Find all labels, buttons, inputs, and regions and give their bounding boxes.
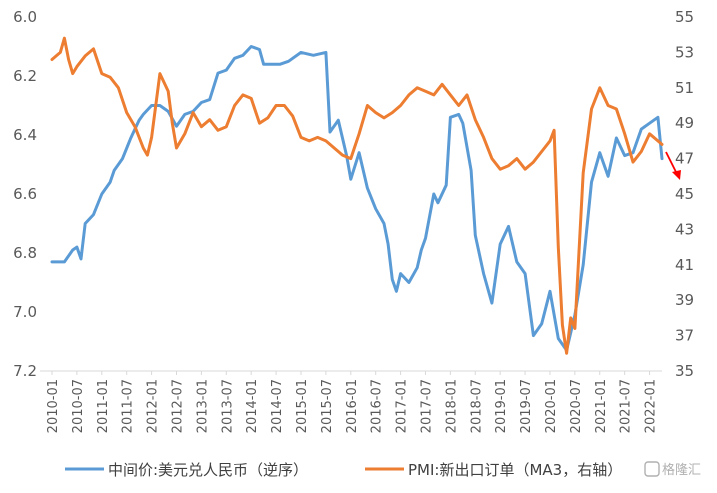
x-tick-label: 2011-07 [121,379,136,433]
y-right-tick-label: 41 [675,256,694,274]
x-tick-label: 2016-07 [370,379,385,433]
y-right-tick-label: 51 [675,79,694,97]
watermark-logo-icon [644,461,660,477]
x-tick-label: 2013-07 [220,379,235,433]
x-tick-label: 2015-07 [320,379,335,433]
x-tick-label: 2019-01 [494,379,509,433]
y-right-tick-label: 53 [675,43,694,61]
y-left-tick-label: 6.0 [13,8,37,26]
y-left-tick-label: 6.8 [13,244,37,262]
x-tick-label: 2020-07 [569,379,584,433]
series-line-usdcny [50,45,664,352]
y-left-tick-label: 7.2 [13,362,37,380]
x-tick-label: 2021-01 [594,379,609,433]
y-right-tick-label: 35 [675,362,694,380]
x-tick-label: 2014-07 [270,379,285,433]
left-axis: 6.0 6.2 6.4 6.6 6.8 7.0 7.2 [13,8,37,380]
x-tick-label: 2011-01 [96,379,111,433]
y-right-tick-label: 49 [675,114,694,132]
watermark: 格隆汇 [644,461,701,478]
y-right-tick-label: 45 [675,185,694,203]
x-tick-label: 2013-01 [195,379,210,433]
y-left-tick-label: 6.6 [13,185,37,203]
trend-arrow [665,151,681,180]
y-left-tick-label: 7.0 [13,303,37,321]
y-right-tick-label: 55 [675,8,694,26]
x-tick-label: 2018-07 [469,379,484,433]
x-tick-label: 2016-01 [345,379,360,433]
y-right-tick-label: 43 [675,220,694,238]
x-axis: 2010-01 2010-07 2011-01 2011-07 2012-01 2012-… [46,371,659,433]
x-tick-label: 2020-01 [544,379,559,433]
y-right-tick-label: 37 [675,327,694,345]
x-tick-label: 2021-07 [619,379,634,433]
legend-label-pmi-export: PMI:新出口订单（MA3，右轴） [408,461,622,479]
x-tick-label: 2022-01 [644,379,659,433]
x-tick-label: 2017-07 [419,379,434,433]
legend-label-usdcny: 中间价:美元兑人民币（逆序） [108,461,308,479]
series-line-pmi-export [50,36,664,355]
watermark-text: 格隆汇 [662,462,701,478]
x-tick-label: 2019-07 [519,379,534,433]
right-axis: 55 53 51 49 47 45 43 41 39 37 35 [675,8,694,380]
x-tick-label: 2015-01 [295,379,310,433]
y-right-tick-label: 47 [675,150,694,168]
x-tick-label: 2010-07 [71,379,86,433]
y-left-tick-label: 6.4 [13,126,37,144]
y-left-tick-label: 6.2 [13,67,37,85]
legend: 中间价:美元兑人民币（逆序） PMI:新出口订单（MA3，右轴） [65,461,622,479]
x-tick-label: 2010-01 [46,379,61,433]
x-tick-label: 2017-01 [395,379,410,433]
x-tick-label: 2012-07 [170,379,185,433]
y-right-tick-label: 39 [675,291,694,309]
x-tick-label: 2018-01 [444,379,459,433]
x-tick-label: 2012-01 [146,379,161,433]
x-tick-label: 2014-01 [245,379,260,433]
